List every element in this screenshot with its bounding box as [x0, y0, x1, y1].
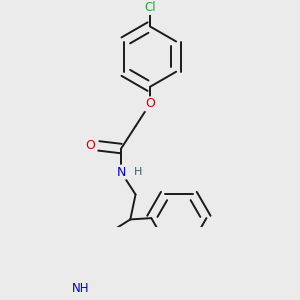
Text: N: N [116, 166, 126, 179]
Text: H: H [134, 167, 142, 177]
Text: O: O [145, 98, 155, 110]
Text: NH: NH [72, 282, 89, 295]
Text: O: O [85, 140, 95, 152]
Text: Cl: Cl [144, 1, 156, 14]
